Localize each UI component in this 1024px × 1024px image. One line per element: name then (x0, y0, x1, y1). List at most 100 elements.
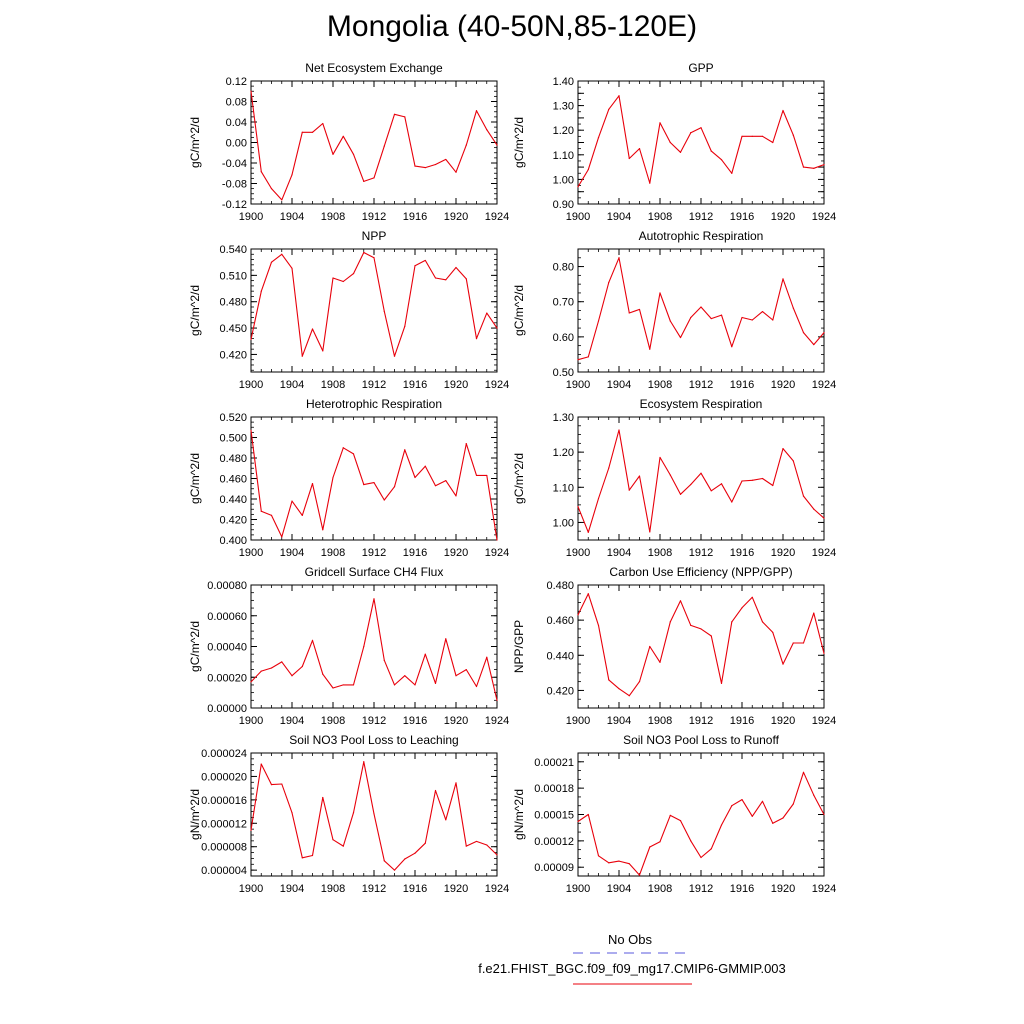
data-point (496, 699, 498, 701)
data-point (649, 182, 651, 184)
data-point (690, 624, 692, 627)
data-point (628, 863, 630, 865)
x-tick-label: 1920 (771, 547, 795, 559)
y-tick-label: 0.00021 (534, 757, 574, 769)
y-tick-label: 0.000020 (201, 771, 247, 783)
data-point (424, 465, 426, 467)
data-point (404, 116, 406, 118)
data-point (802, 166, 805, 168)
data-point (720, 483, 723, 485)
data-point (332, 153, 334, 155)
y-tick-label: 0.420 (546, 685, 574, 697)
y-tick-label: 0.440 (219, 494, 247, 506)
data-point (608, 862, 610, 864)
x-tick-label: 1920 (771, 883, 795, 895)
data-point (342, 447, 344, 449)
data-point (281, 199, 283, 201)
y-axis-label: NPP/GPP (512, 620, 526, 673)
series-line (577, 257, 825, 361)
y-tick-label: 0.00060 (207, 611, 247, 623)
x-tick-label: 1904 (607, 883, 631, 895)
y-tick-label: 0.00020 (207, 672, 247, 684)
panel-4: 1900 1904 1908 1912 1916 1920 1924 0.50 0.60 0.70… (512, 229, 836, 391)
data-point (649, 348, 651, 350)
data-point (393, 355, 396, 357)
x-tick-label: 1920 (444, 547, 468, 559)
x-tick-label: 1924 (812, 715, 836, 727)
y-tick-label: 0.000008 (201, 842, 247, 854)
y-tick-label: 0.00 (226, 138, 247, 150)
data-point (710, 150, 712, 152)
data-point (250, 90, 252, 92)
y-tick-label: 0.04 (226, 117, 247, 129)
panel-10: 1900 1904 1908 1912 1916 1920 1924 0.00009 0.000… (512, 733, 836, 895)
x-tick-label: 1904 (607, 547, 631, 559)
data-point (720, 682, 723, 685)
data-point (577, 506, 579, 508)
data-point (434, 163, 437, 166)
data-point (679, 336, 682, 339)
data-point (649, 645, 651, 648)
x-tick-label: 1900 (239, 379, 263, 391)
data-point (342, 135, 344, 137)
data-point (720, 824, 723, 826)
data-point (782, 109, 784, 112)
data-point (741, 480, 743, 482)
data-point (577, 186, 579, 188)
plot-frame (577, 584, 825, 709)
legend-case-line (573, 983, 692, 985)
data-point (823, 517, 825, 519)
data-point (383, 145, 385, 147)
data-point (486, 129, 488, 131)
y-tick-label: 0.510 (219, 270, 247, 282)
data-point (638, 475, 641, 477)
data-point (782, 278, 784, 280)
y-axis-label: gN/m^2/d (512, 789, 526, 840)
series-line (577, 593, 825, 697)
data-point (352, 684, 355, 686)
data-point (250, 829, 252, 831)
x-tick-label: 1900 (566, 715, 590, 727)
panel-title: Carbon Use Efficiency (NPP/GPP) (609, 565, 792, 579)
data-point (496, 144, 498, 146)
data-point (311, 639, 314, 641)
data-point (587, 531, 589, 533)
x-tick-label: 1904 (280, 715, 304, 727)
data-point (669, 141, 671, 144)
data-point (291, 675, 293, 677)
data-point (792, 460, 794, 462)
x-tick-label: 1908 (321, 883, 345, 895)
legend-obs-line (573, 952, 692, 954)
data-point (823, 652, 825, 655)
x-tick-label: 1920 (771, 715, 795, 727)
data-point (731, 805, 733, 807)
data-point (383, 310, 385, 312)
data-point (383, 659, 385, 661)
data-point (291, 812, 293, 814)
panel-8: 1900 1904 1908 1912 1916 1920 1924 0.420 0.440 0.… (512, 565, 836, 727)
x-tick-label: 1916 (730, 547, 754, 559)
data-point (608, 679, 610, 681)
data-point (311, 131, 314, 133)
data-point (281, 253, 283, 255)
data-point (710, 635, 712, 637)
x-tick-label: 1912 (689, 547, 713, 559)
x-tick-label: 1912 (362, 211, 386, 223)
data-point (731, 172, 733, 174)
y-tick-label: 0.000004 (201, 865, 247, 877)
data-point (669, 474, 671, 476)
x-tick-label: 1908 (321, 715, 345, 727)
x-tick-label: 1924 (485, 883, 509, 895)
data-point (373, 813, 375, 815)
x-tick-label: 1900 (239, 715, 263, 727)
x-tick-label: 1900 (239, 547, 263, 559)
figure-title: Mongolia (40-50N,85-120E) (326, 10, 698, 43)
series-line (250, 91, 498, 201)
data-point (679, 820, 682, 822)
data-point (587, 593, 589, 595)
data-point (690, 840, 692, 842)
data-point (311, 854, 314, 857)
data-point (802, 495, 805, 497)
data-point (802, 642, 805, 644)
